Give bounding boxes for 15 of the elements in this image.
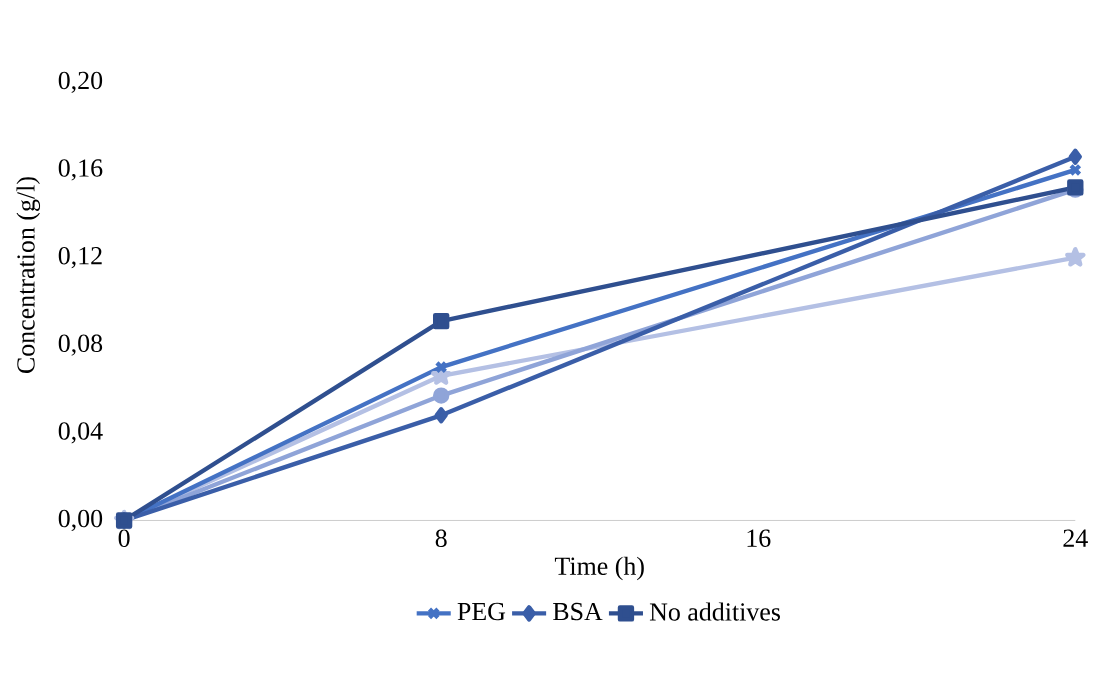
x-tick-label: 0 [118, 529, 130, 548]
x-axis-title: Time (h) [554, 556, 644, 581]
legend-label: No additives [649, 602, 781, 621]
x-tick-label: 16 [747, 529, 771, 548]
y-tick-label: 0,08 [58, 334, 103, 357]
y-tick-label: 0,20 [58, 71, 103, 94]
legend-label: BSA [553, 603, 603, 621]
x-tick-label: 8 [435, 529, 447, 548]
y-tick-label: 0,16 [58, 159, 103, 181]
legend-label: PEG [457, 603, 506, 621]
y-tick-label: 0,00 [58, 510, 103, 532]
x-tick-label: 24 [1063, 529, 1088, 547]
y-axis-title: Concentration (g/l) [16, 177, 41, 374]
y-tick-label: 0,12 [58, 247, 102, 269]
y-tick-label: 0,04 [58, 422, 103, 444]
